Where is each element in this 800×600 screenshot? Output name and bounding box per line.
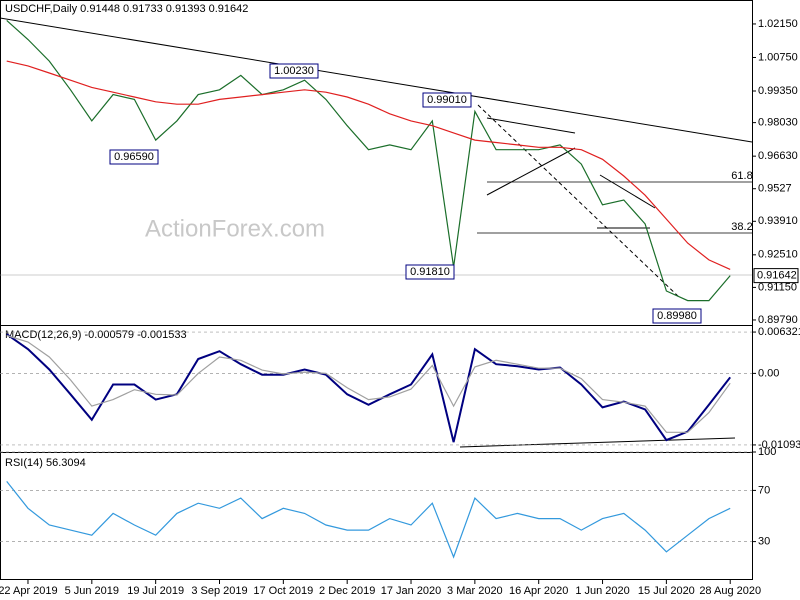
annotation-box [422, 92, 472, 108]
series-line [6, 481, 731, 559]
x-tick-label: 1 Jun 2020 [575, 585, 629, 597]
series-line [6, 19, 731, 302]
annotation: 1.00230 [274, 65, 314, 77]
x-tick-label: 3 Sep 2019 [191, 585, 247, 597]
chart-title: USDCHF,Daily 0.91448 0.91733 0.91393 0.9… [5, 3, 248, 15]
y-tick-label: 0.91150 [758, 281, 797, 293]
rsi-title: RSI(14) 56.3094 [5, 457, 86, 469]
trend-line [0, 17, 753, 143]
annotation: 0.99010 [427, 94, 467, 106]
y-tick-label: 0.006321 [758, 326, 800, 338]
y-tick-label: 0.99350 [758, 85, 798, 97]
y-tick-label: -0.010939 [758, 439, 800, 451]
x-tick-label: 15 Jul 2020 [638, 585, 695, 597]
y-tick-label: 1.00750 [758, 51, 798, 63]
y-tick-label: 0.98030 [758, 117, 798, 129]
y-tick-label: 70 [758, 484, 770, 496]
series-line [6, 333, 731, 443]
pattern-line [486, 147, 576, 196]
pattern-line [599, 174, 656, 209]
y-tick-label: 0.96630 [758, 150, 798, 162]
annotation: 38.2 [731, 221, 752, 233]
annotation-box [109, 149, 159, 165]
x-tick-label: 5 Jun 2019 [65, 585, 119, 597]
x-tick-label: 17 Oct 2019 [253, 585, 313, 597]
y-tick-label: 100 [758, 446, 776, 458]
x-tick-label: 2 Dec 2019 [319, 585, 375, 597]
x-tick-label: 28 Aug 2020 [699, 585, 761, 597]
annotation: 0.91810 [410, 266, 450, 278]
macd-title: MACD(12,26,9) -0.000579 -0.001533 [5, 329, 187, 341]
pattern-line [486, 117, 576, 134]
x-tick-label: 22 Apr 2019 [0, 585, 58, 597]
y-tick-label: 0.89790 [758, 314, 798, 326]
pattern-line [477, 104, 681, 299]
annotation: 0.96590 [114, 151, 154, 163]
watermark: ActionForex.com [145, 215, 325, 242]
x-tick-label: 16 Apr 2020 [509, 585, 568, 597]
y-tick-label: 0.92510 [758, 249, 798, 261]
rsi-panel [0, 452, 753, 580]
y-tick-label: 0.93910 [758, 215, 798, 227]
last-price-box [753, 268, 799, 284]
x-tick-label: 19 Jul 2019 [127, 585, 184, 597]
series-line [6, 334, 731, 433]
annotation: 61.8 [731, 170, 752, 182]
y-tick-label: 1.02150 [758, 18, 798, 30]
x-tick-label: 3 Mar 2020 [447, 585, 503, 597]
macd-trend-line [459, 437, 736, 448]
last-price-label: 0.91642 [757, 270, 797, 282]
annotation-box [405, 264, 455, 280]
x-tick-label: 17 Jan 2020 [381, 585, 442, 597]
y-tick-label: 0.9527 [758, 183, 792, 195]
series-line [6, 60, 731, 270]
y-tick-label: 30 [758, 536, 770, 548]
annotation-box [269, 63, 319, 79]
annotation-box [652, 308, 702, 324]
annotation: 0.89980 [657, 310, 697, 322]
y-tick-label: 0.00 [758, 367, 779, 379]
